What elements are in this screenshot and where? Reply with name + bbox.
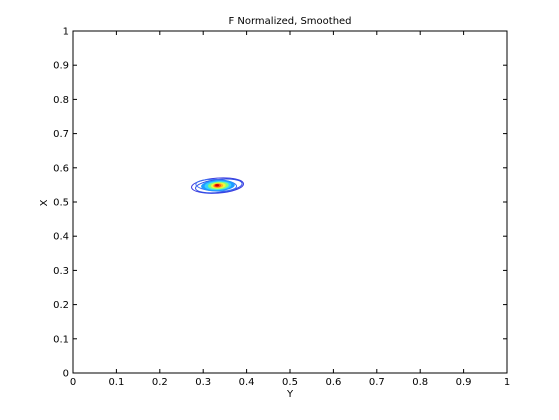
x-tick-label-7: 0.7	[369, 377, 385, 388]
contour-group	[191, 177, 245, 194]
x-tick-label-2: 0.2	[152, 377, 168, 388]
x-axis-label: Y	[286, 389, 294, 400]
x-tick-label-5: 0.5	[282, 377, 298, 388]
x-tick-label-1: 0.1	[108, 377, 124, 388]
x-tick-label-9: 0.9	[456, 377, 472, 388]
y-tick-label-9: 0.9	[53, 61, 69, 72]
x-tick-label-10: 1	[504, 377, 510, 388]
chart-title: F Normalized, Smoothed	[228, 16, 351, 27]
y-tick-label-4: 0.4	[53, 232, 69, 243]
y-tick-label-8: 0.8	[53, 95, 69, 106]
y-tick-label-0: 0	[63, 369, 69, 380]
x-tick-label-8: 0.8	[412, 377, 428, 388]
x-axis-ticks: 0 0.1 0.2 0.3 0.4 0.5 0.6 0.7 0.8 0.9 1	[70, 31, 510, 388]
x-tick-label-0: 0	[70, 377, 76, 388]
x-tick-label-6: 0.6	[325, 377, 341, 388]
y-axis-ticks: 0 0.1 0.2 0.3 0.4 0.5 0.6 0.7 0.8 0.9 1	[53, 27, 507, 380]
y-tick-label-10: 1	[63, 27, 69, 38]
y-tick-label-6: 0.6	[53, 163, 69, 174]
contour-level-0	[191, 177, 245, 194]
y-axis-label: X	[39, 199, 50, 206]
contour-level-9	[215, 184, 220, 187]
y-tick-label-3: 0.3	[53, 266, 69, 277]
y-tick-label-5: 0.5	[53, 198, 69, 209]
x-tick-label-4: 0.4	[239, 377, 255, 388]
plot-area: 0 0.1 0.2 0.3 0.4 0.5 0.6 0.7 0.8 0.9 1 0 0.1 0.2 0.3…	[53, 27, 510, 389]
y-tick-label-7: 0.7	[53, 129, 69, 140]
x-tick-label-3: 0.3	[195, 377, 211, 388]
y-tick-label-1: 0.1	[53, 334, 69, 345]
y-tick-label-2: 0.2	[53, 300, 69, 311]
